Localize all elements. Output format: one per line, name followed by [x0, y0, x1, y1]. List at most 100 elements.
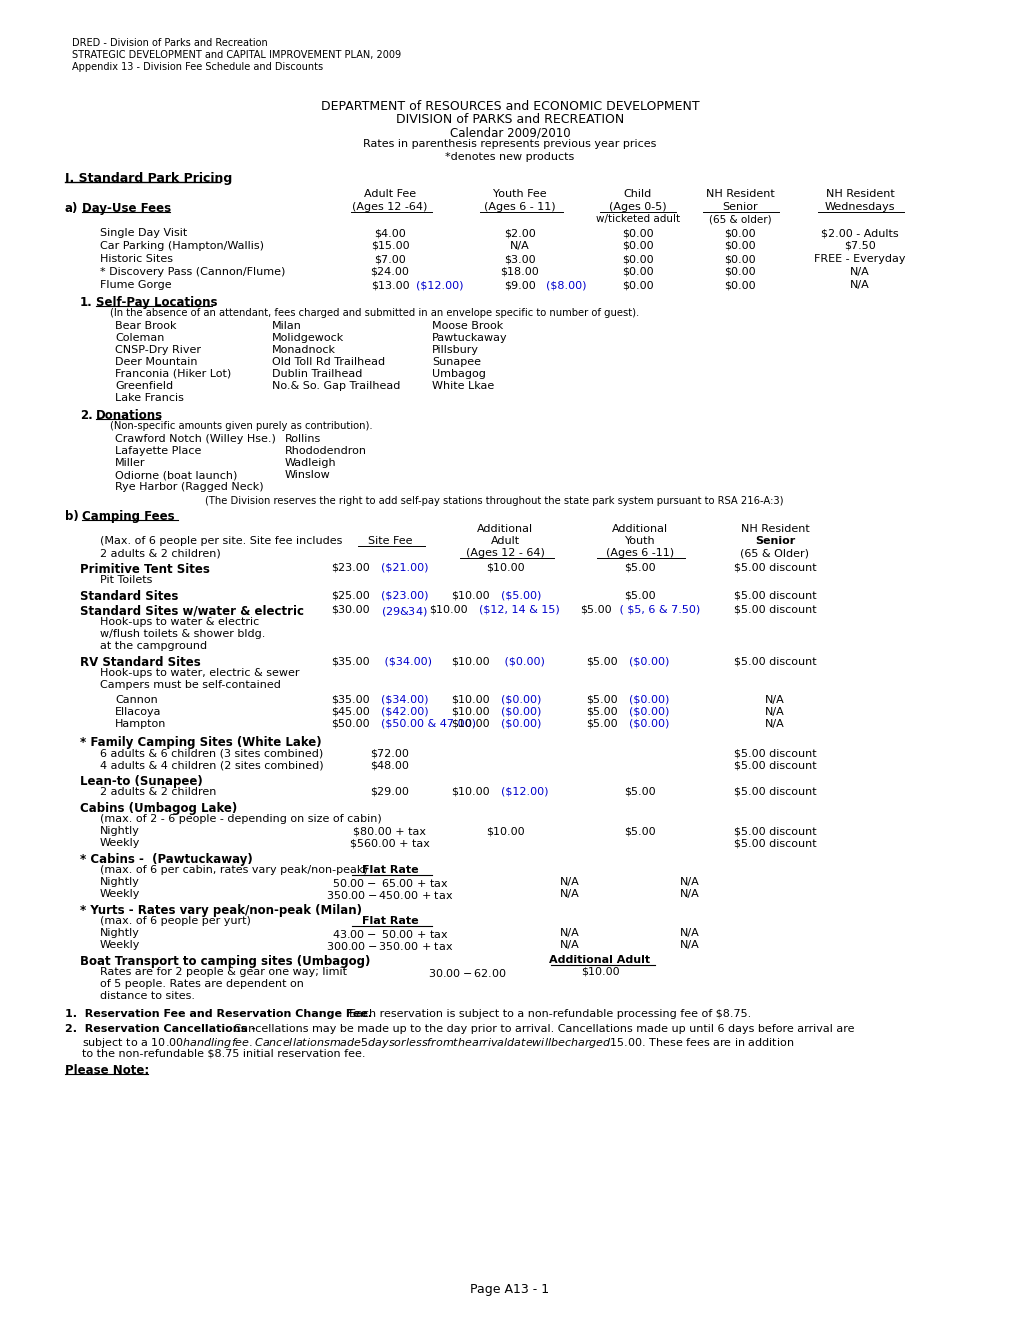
Text: $10.00: $10.00: [451, 708, 489, 717]
Text: $23.00: $23.00: [331, 564, 370, 573]
Text: RV Standard Sites: RV Standard Sites: [79, 656, 201, 669]
Text: $0.00: $0.00: [622, 242, 653, 251]
Text: Historic Sites: Historic Sites: [100, 253, 173, 264]
Text: $5.00 discount: $5.00 discount: [733, 656, 815, 667]
Text: Wadleigh: Wadleigh: [284, 458, 336, 469]
Text: $0.00: $0.00: [723, 267, 755, 277]
Text: $350.00 - $450.00 + tax: $350.00 - $450.00 + tax: [326, 888, 453, 902]
Text: Senior: Senior: [721, 202, 757, 213]
Text: Flat Rate: Flat Rate: [362, 865, 418, 875]
Text: 2 adults & 2 children): 2 adults & 2 children): [100, 548, 220, 558]
Text: Donations: Donations: [96, 409, 163, 422]
Text: $72.00: $72.00: [370, 748, 409, 758]
Text: $0.00: $0.00: [622, 267, 653, 277]
Text: (max. of 6 people per yurt): (max. of 6 people per yurt): [100, 916, 251, 927]
Text: (In the absence of an attendant, fees charged and submitted in an envelope speci: (In the absence of an attendant, fees ch…: [110, 308, 639, 318]
Text: Weekly: Weekly: [100, 940, 141, 950]
Text: at the campground: at the campground: [100, 642, 207, 651]
Text: (Ages 12 - 64): (Ages 12 - 64): [465, 548, 544, 558]
Text: NH Resident: NH Resident: [740, 524, 809, 535]
Text: $5.00 discount: $5.00 discount: [733, 748, 815, 758]
Text: N/A: N/A: [764, 719, 784, 729]
Text: Campers must be self-contained: Campers must be self-contained: [100, 680, 280, 690]
Text: $3.00: $3.00: [503, 253, 535, 264]
Text: (Ages 6 -11): (Ages 6 -11): [605, 548, 674, 558]
Text: $10.00: $10.00: [451, 590, 489, 601]
Text: (max. of 2 - 6 people - depending on size of cabin): (max. of 2 - 6 people - depending on siz…: [100, 814, 381, 824]
Text: Rollins: Rollins: [284, 434, 321, 444]
Text: Ellacoya: Ellacoya: [115, 708, 161, 717]
Text: $80.00 + tax: $80.00 + tax: [354, 826, 426, 836]
Text: *denotes new products: *denotes new products: [445, 152, 574, 162]
Text: Appendix 13 - Division Fee Schedule and Discounts: Appendix 13 - Division Fee Schedule and …: [72, 62, 323, 73]
Text: ($23.00): ($23.00): [374, 590, 428, 601]
Text: (Max. of 6 people per site. Site fee includes: (Max. of 6 people per site. Site fee inc…: [100, 536, 342, 546]
Text: STRATEGIC DEVELOPMENT and CAPITAL IMPROVEMENT PLAN, 2009: STRATEGIC DEVELOPMENT and CAPITAL IMPROV…: [72, 50, 400, 59]
Text: N/A: N/A: [764, 708, 784, 717]
Text: 1.  Reservation Fee and Reservation Change Fee.: 1. Reservation Fee and Reservation Chang…: [65, 1008, 372, 1019]
Text: Standard Sites w/water & electric: Standard Sites w/water & electric: [79, 605, 304, 618]
Text: $10.00: $10.00: [451, 696, 489, 705]
Text: N/A: N/A: [680, 940, 699, 950]
Text: Rates in parenthesis represents previous year prices: Rates in parenthesis represents previous…: [363, 139, 656, 149]
Text: $5.00: $5.00: [586, 719, 618, 729]
Text: Hampton: Hampton: [115, 719, 166, 729]
Text: $35.00: $35.00: [331, 696, 370, 705]
Text: $10.00: $10.00: [451, 719, 489, 729]
Text: N/A: N/A: [680, 876, 699, 887]
Text: $30.00 - $62.00: $30.00 - $62.00: [427, 968, 505, 979]
Text: ($0.00): ($0.00): [493, 708, 541, 717]
Text: distance to sites.: distance to sites.: [100, 991, 195, 1001]
Text: Pit Toilets: Pit Toilets: [100, 576, 152, 585]
Text: $0.00: $0.00: [622, 253, 653, 264]
Text: $5.00 discount: $5.00 discount: [733, 838, 815, 847]
Text: ($0.00): ($0.00): [493, 719, 541, 729]
Text: Nightly: Nightly: [100, 826, 140, 836]
Text: b): b): [65, 510, 78, 523]
Text: ($5.00): ($5.00): [493, 590, 541, 601]
Text: Child: Child: [624, 189, 651, 199]
Text: $48.00: $48.00: [370, 760, 409, 770]
Text: White Lkae: White Lkae: [432, 381, 494, 391]
Text: $5.00: $5.00: [624, 787, 655, 797]
Text: $0.00: $0.00: [622, 280, 653, 290]
Text: ($34.00): ($34.00): [374, 696, 428, 705]
Text: 6 adults & 6 children (3 sites combined): 6 adults & 6 children (3 sites combined): [100, 748, 323, 758]
Text: Single Day Visit: Single Day Visit: [100, 228, 187, 238]
Text: * Yurts - Rates vary peak/non-peak (Milan): * Yurts - Rates vary peak/non-peak (Mila…: [79, 904, 362, 917]
Text: $4.00: $4.00: [374, 228, 406, 238]
Text: Nightly: Nightly: [100, 928, 140, 939]
Text: $ 50.00 - $ 65.00 + tax: $ 50.00 - $ 65.00 + tax: [331, 876, 448, 888]
Text: $10.00: $10.00: [485, 826, 524, 836]
Text: $5.00 discount: $5.00 discount: [733, 564, 815, 573]
Text: $7.50: $7.50: [844, 242, 875, 251]
Text: Cancellations may be made up to the day prior to arrival. Cancellations made up : Cancellations may be made up to the day …: [229, 1024, 854, 1034]
Text: N/A: N/A: [510, 242, 529, 251]
Text: ($0.00): ($0.00): [622, 656, 668, 667]
Text: ( $5, 6 & 7.50): ( $5, 6 & 7.50): [615, 605, 700, 615]
Text: NH Resident: NH Resident: [824, 189, 894, 199]
Text: $30.00: $30.00: [331, 605, 370, 615]
Text: $5.00: $5.00: [624, 590, 655, 601]
Text: Additional: Additional: [477, 524, 533, 535]
Text: $5.00: $5.00: [586, 656, 618, 667]
Text: Weekly: Weekly: [100, 838, 141, 847]
Text: 2.: 2.: [79, 409, 93, 422]
Text: Rates are for 2 people & gear one way; limit: Rates are for 2 people & gear one way; l…: [100, 968, 346, 977]
Text: Senior: Senior: [754, 536, 795, 546]
Text: $35.00: $35.00: [331, 656, 370, 667]
Text: $9.00: $9.00: [503, 280, 535, 290]
Text: ($0.00): ($0.00): [493, 656, 544, 667]
Text: $300.00 - $350.00 + tax: $300.00 - $350.00 + tax: [326, 940, 453, 952]
Text: Miller: Miller: [115, 458, 146, 469]
Text: Day-Use Fees: Day-Use Fees: [82, 202, 171, 215]
Text: Greenfield: Greenfield: [115, 381, 173, 391]
Text: Wednesdays: Wednesdays: [824, 202, 895, 213]
Text: ($12.00): ($12.00): [416, 280, 463, 290]
Text: Winslow: Winslow: [284, 470, 330, 480]
Text: NH Resident: NH Resident: [705, 189, 773, 199]
Text: Umbagog: Umbagog: [432, 370, 485, 379]
Text: to the non-refundable $8.75 initial reservation fee.: to the non-refundable $8.75 initial rese…: [82, 1048, 365, 1059]
Text: Rhododendron: Rhododendron: [284, 446, 367, 455]
Text: I. Standard Park Pricing: I. Standard Park Pricing: [65, 172, 232, 185]
